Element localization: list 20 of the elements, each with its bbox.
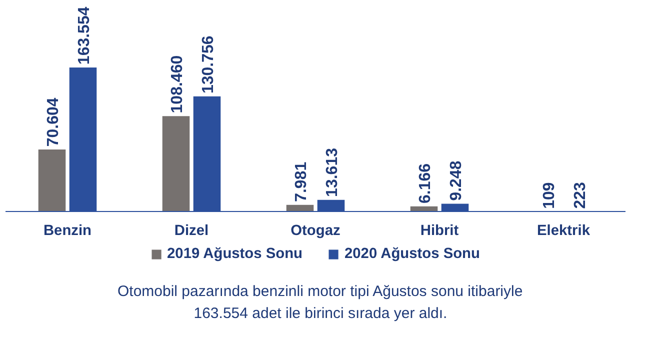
- data-label: 223: [572, 182, 589, 209]
- bar: [162, 116, 190, 212]
- data-label: 108.460: [169, 55, 186, 114]
- data-label: 163.554: [76, 6, 93, 65]
- x-tick-label: Hibrit: [420, 222, 459, 239]
- data-label: 6.166: [417, 163, 434, 204]
- data-label: 130.756: [200, 36, 217, 94]
- x-tick-label: Benzin: [43, 222, 92, 239]
- x-tick-label: Dizel: [174, 222, 209, 239]
- x-tick-label: Elektrik: [537, 222, 591, 239]
- data-label: 13.613: [324, 148, 341, 197]
- text: Otomobil pazarında benzinli motor tipi Ağustos sonu itibariyle 163.554 adet ile birinci sırada yer aldı.: [117, 282, 523, 322]
- data-label: 109: [541, 182, 558, 209]
- data-label: 9.248: [448, 160, 465, 201]
- data-label: 7.981: [293, 162, 310, 202]
- x-tick-label: Otogaz: [290, 222, 340, 239]
- legend-label: 2019 Ağustos Sonu: [167, 246, 302, 262]
- legend-label: 2020 Ağustos Sonu: [344, 246, 480, 262]
- bar: [38, 150, 66, 212]
- data-label: 70.604: [45, 98, 62, 147]
